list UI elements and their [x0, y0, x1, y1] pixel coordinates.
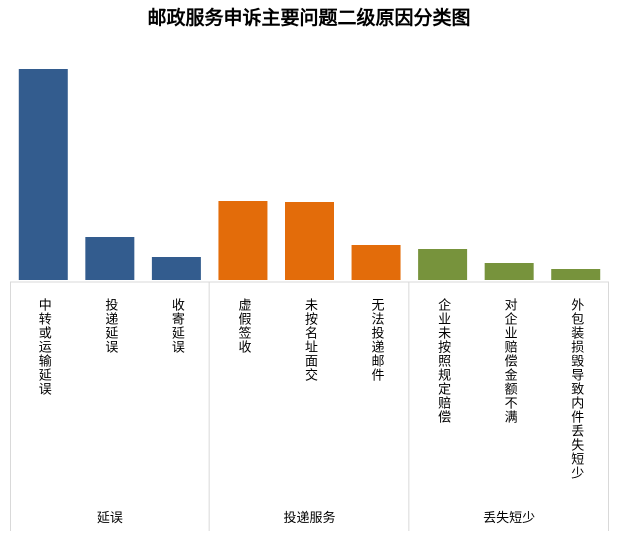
bar	[551, 269, 601, 280]
bar	[85, 237, 135, 280]
chart-title: 邮政服务申诉主要问题二级原因分类图	[147, 6, 470, 29]
bar	[151, 257, 201, 280]
group-label: 延误	[97, 511, 123, 526]
bar	[418, 249, 468, 280]
category-label: 收寄延误	[169, 298, 185, 354]
bar	[18, 69, 68, 280]
category-label: 投递延误	[102, 297, 118, 354]
category-label: 对企业赔偿金额不满	[502, 298, 517, 424]
group-label: 丢失短少	[483, 511, 535, 526]
group-label: 投递服务	[283, 510, 335, 526]
category-label: 未按名址面交	[302, 298, 318, 382]
bar	[218, 201, 268, 280]
category-label: 中转或运输延误	[36, 298, 52, 396]
category-label: 外包装损毁导致内件丢失短少	[568, 298, 584, 480]
category-label: 虚假签收	[235, 298, 251, 354]
bar	[484, 263, 534, 280]
bar	[285, 202, 334, 280]
category-label: 企业未按照规定赔偿	[435, 297, 451, 424]
bar	[351, 245, 401, 280]
category-label: 无法投递邮件	[369, 298, 385, 382]
